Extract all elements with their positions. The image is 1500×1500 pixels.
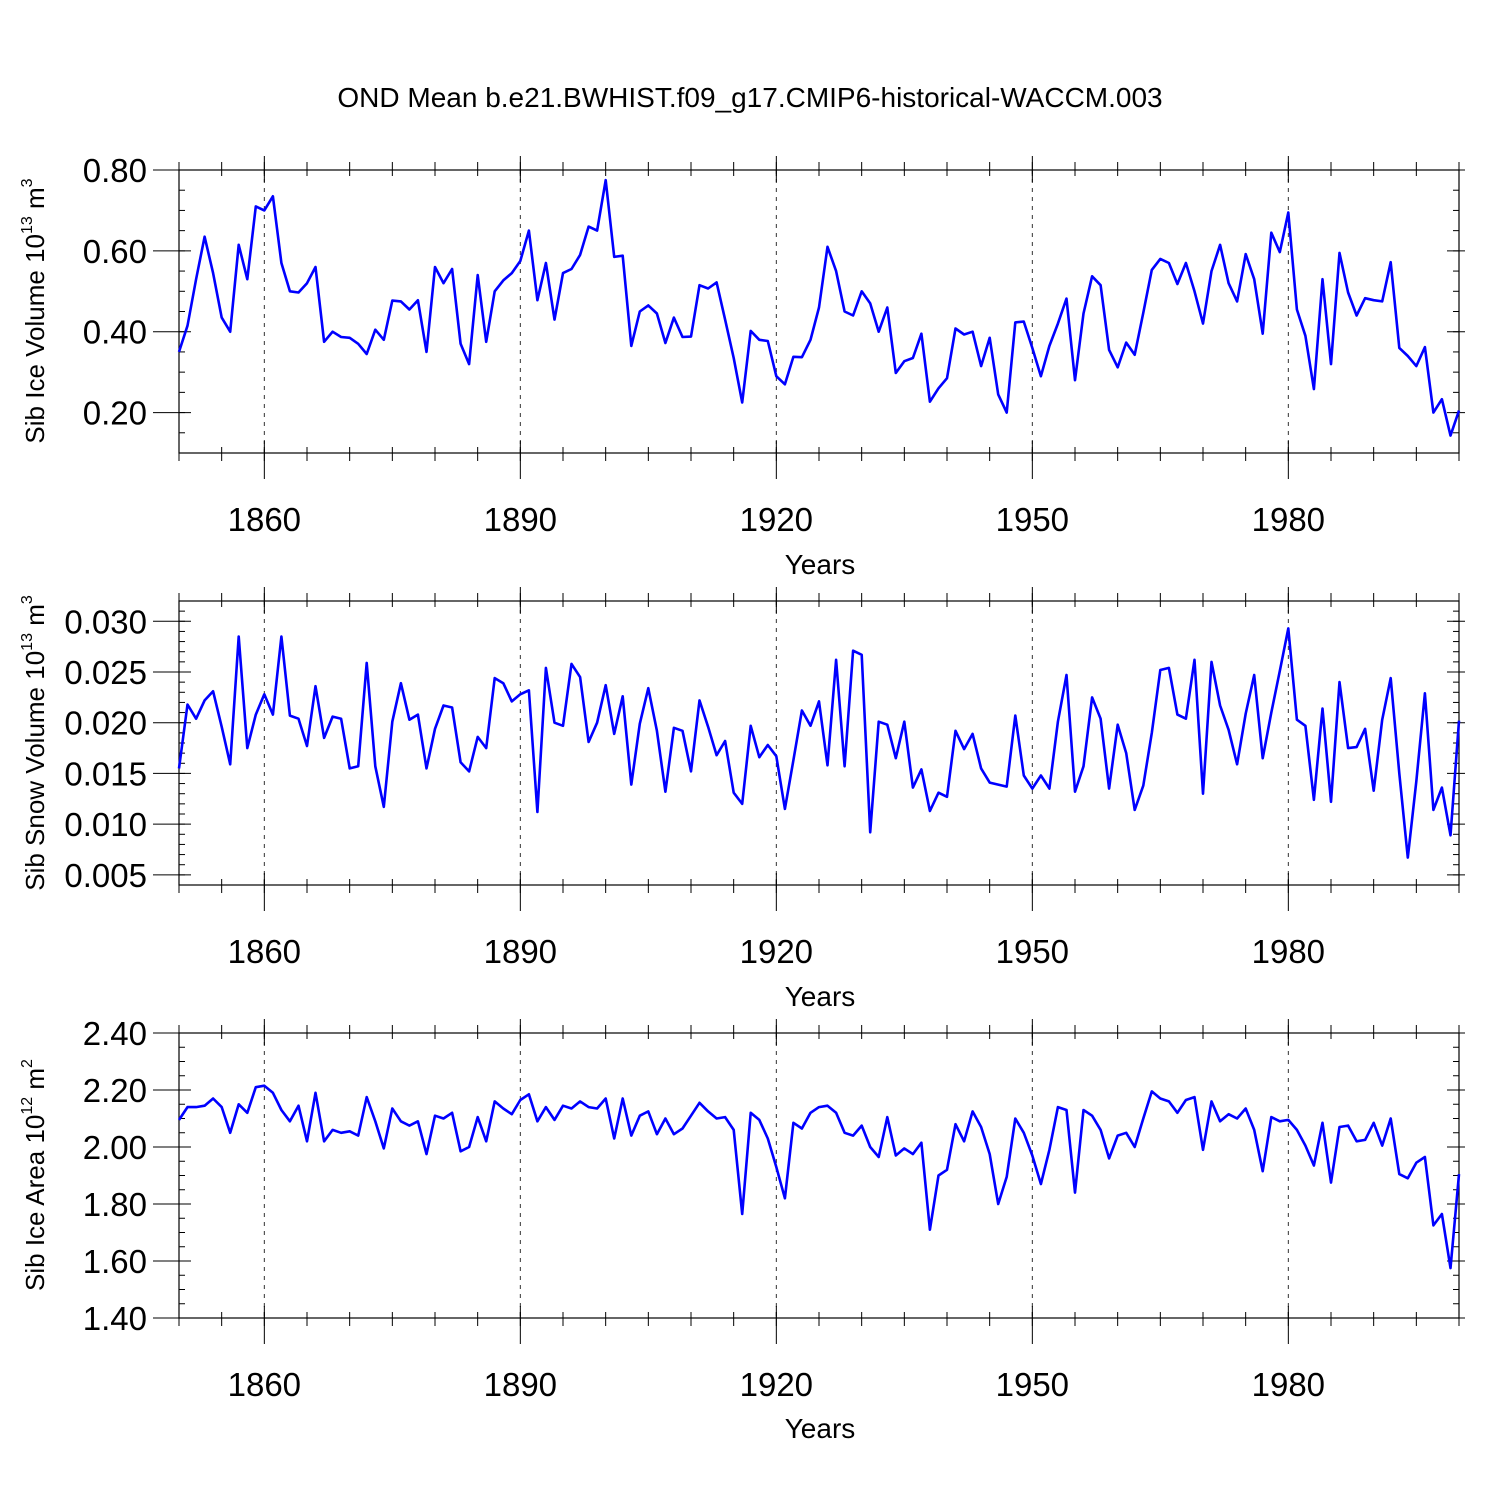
y-tick-label: 0.40 xyxy=(83,314,147,351)
y-tick-label: 0.010 xyxy=(64,806,147,843)
y-tick-label: 0.60 xyxy=(83,233,147,270)
plot-frame xyxy=(178,169,1460,454)
ylabel-snow-volume: Sib Snow Volume 1013 m3 xyxy=(19,595,50,891)
x-tick-label: 1950 xyxy=(996,501,1069,538)
series-line xyxy=(177,627,1461,859)
chart-panel-ice-volume: Sib Ice Volume 1013 m3 Years 0.20 0.40 0.6… xyxy=(19,152,1465,580)
ylabel-ice-volume: Sib Ice Volume 1013 m3 xyxy=(19,178,50,443)
xlabel-ice-volume: Years xyxy=(785,549,856,580)
x-tick-label: 1860 xyxy=(228,501,301,538)
x-tick-label: 1860 xyxy=(228,933,301,970)
ylabel-ice-area: Sib Ice Area 1012 m2 xyxy=(19,1059,50,1291)
x-tick-label: 1920 xyxy=(740,1366,813,1403)
figure-title: OND Mean b.e21.BWHIST.f09_g17.CMIP6-hist… xyxy=(337,82,1162,113)
plot-frame xyxy=(178,600,1460,886)
x-tick-label: 1980 xyxy=(1252,501,1325,538)
y-tick-label: 2.00 xyxy=(83,1129,147,1166)
series-line xyxy=(177,178,1461,437)
chart-panel-snow-volume: Sib Snow Volume 1013 m3 Years 0.005 0.010… xyxy=(19,587,1465,1012)
x-tick-label: 1980 xyxy=(1252,933,1325,970)
y-tick-label: 1.80 xyxy=(83,1186,147,1223)
xlabel-ice-area: Years xyxy=(785,1413,856,1444)
x-tick-label: 1860 xyxy=(228,1366,301,1403)
x-tick-label: 1920 xyxy=(740,933,813,970)
x-tick-label: 1950 xyxy=(996,1366,1069,1403)
x-tick-label: 1950 xyxy=(996,933,1069,970)
y-tick-label: 1.40 xyxy=(83,1300,147,1337)
y-tick-label: 0.80 xyxy=(83,152,147,189)
x-tick-label: 1920 xyxy=(740,501,813,538)
x-tick-label: 1980 xyxy=(1252,1366,1325,1403)
chart-panel-ice-area: Sib Ice Area 1012 m2 Years 1.40 1.60 1.80 2… xyxy=(19,1015,1465,1444)
y-tick-label: 0.20 xyxy=(83,395,147,432)
x-tick-label: 1890 xyxy=(484,1366,557,1403)
y-tick-label: 2.20 xyxy=(83,1072,147,1109)
y-tick-label: 2.40 xyxy=(83,1015,147,1052)
series-line xyxy=(177,1084,1461,1270)
y-tick-label: 0.020 xyxy=(64,705,147,742)
x-tick-label: 1890 xyxy=(484,933,557,970)
y-tick-label: 0.030 xyxy=(64,603,147,640)
y-tick-label: 1.60 xyxy=(83,1243,147,1280)
xlabel-snow-volume: Years xyxy=(785,981,856,1012)
y-tick-label: 0.025 xyxy=(64,654,147,691)
y-tick-label: 0.005 xyxy=(64,857,147,894)
y-tick-label: 0.015 xyxy=(64,755,147,792)
x-tick-label: 1890 xyxy=(484,501,557,538)
